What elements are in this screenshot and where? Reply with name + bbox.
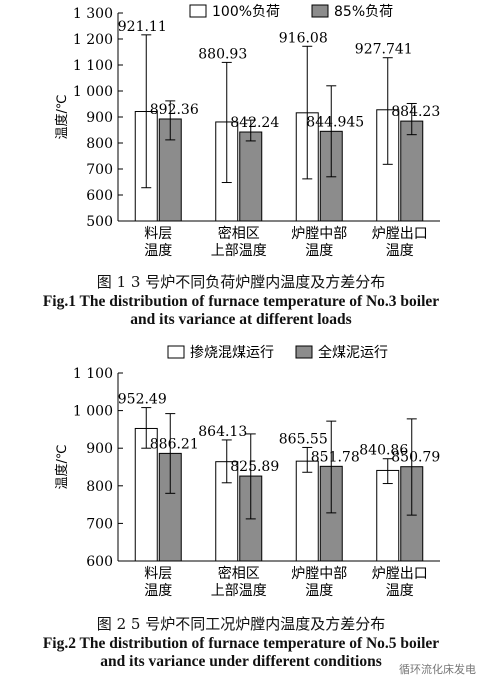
data-label: 840.86 [359,443,408,459]
data-label: 916.08 [279,30,328,46]
y-tick-label: 900 [86,441,113,457]
y-tick-label: 1 000 [73,84,113,100]
data-label: 892.36 [150,102,199,118]
figure-2-caption-zh: 图 2 5 号炉不同工况炉膛内温度及方差分布 [96,615,386,633]
data-label: 850.79 [391,450,440,466]
y-axis-label: 温度/℃ [54,445,70,490]
category-label: 炉膛中部 [291,226,347,242]
category-label: 温度 [305,243,333,259]
category-label: 温度 [386,583,414,599]
y-tick-label: 700 [86,516,113,532]
figure-1-caption-en-line-1: Fig.1 The distribution of furnace temper… [42,293,440,310]
figure-2-caption-en-line-1: Fig.2 The distribution of furnace temper… [42,635,440,652]
y-tick-label: 800 [86,136,113,152]
data-label: 864.13 [198,424,247,440]
category-label: 炉膛出口 [372,226,428,242]
data-label: 880.93 [198,46,247,62]
y-tick-label: 1 100 [73,58,113,74]
y-tick-label: 1 000 [73,404,113,420]
bar [239,131,263,222]
legend-swatch [167,345,185,359]
data-label: 825.89 [230,459,279,475]
legend-swatch [295,345,313,359]
y-tick-label: 700 [86,162,113,178]
category-label: 温度 [144,243,172,259]
y-tick-label: 1 200 [73,32,113,48]
category-label: 温度 [305,583,333,599]
legend-label: 掺烧混煤运行 [190,344,274,361]
data-label: 842.24 [230,115,279,131]
data-label: 921.11 [118,19,167,35]
category-label: 炉膛中部 [291,566,347,582]
figure-2-caption-en-line-2: and its variance under different conditi… [100,653,382,670]
y-tick-label: 900 [86,110,113,126]
data-label: 844.945 [306,114,364,130]
bar [295,460,319,562]
legend-swatch [189,4,207,18]
category-label: 炉膛出口 [372,566,428,582]
legend-label: 100%负荷 [212,4,280,20]
category-label: 料层 [144,566,172,582]
category-label: 密相区 [218,565,260,582]
category-label: 温度 [144,583,172,599]
y-tick-label: 600 [86,554,113,570]
legend-label: 85%负荷 [334,4,393,20]
y-tick-label: 800 [86,479,113,495]
legend-swatch [311,4,329,18]
figure-1-caption-zh: 图 1 3 号炉不同负荷炉膛内温度及方差分布 [96,273,386,291]
legend-label: 全煤泥运行 [318,344,388,361]
bar [400,120,424,222]
data-label: 851.78 [311,449,360,465]
chart-2: 600 700 800 900 1 000 1 100 温度/℃ 952.49 886.21 料层… [54,344,440,599]
y-axis-label: 温度/℃ [54,95,70,140]
watermark: 循环流化床发电 [399,663,476,676]
y-tick-label: 1 300 [73,6,113,22]
category-label: 密相区 [218,225,260,242]
y-tick-label: 1 100 [73,366,113,382]
y-tick-label: 500 [86,214,113,230]
category-label: 上部温度 [211,243,267,259]
y-tick-label: 600 [86,188,113,204]
category-label: 温度 [386,243,414,259]
data-label: 884.23 [391,104,440,120]
category-label: 上部温度 [211,583,267,599]
data-label: 865.55 [279,431,328,447]
category-label: 料层 [144,226,172,242]
data-label: 886.21 [150,436,199,452]
figure-1-caption-en-line-2: and its variance at different loads [130,311,352,328]
data-label: 952.49 [118,392,167,408]
data-label: 927.741 [355,42,413,58]
chart-1: 500 600 700 800 900 1 000 1 100 1 200 1 300 温度/℃ 9… [54,4,440,259]
